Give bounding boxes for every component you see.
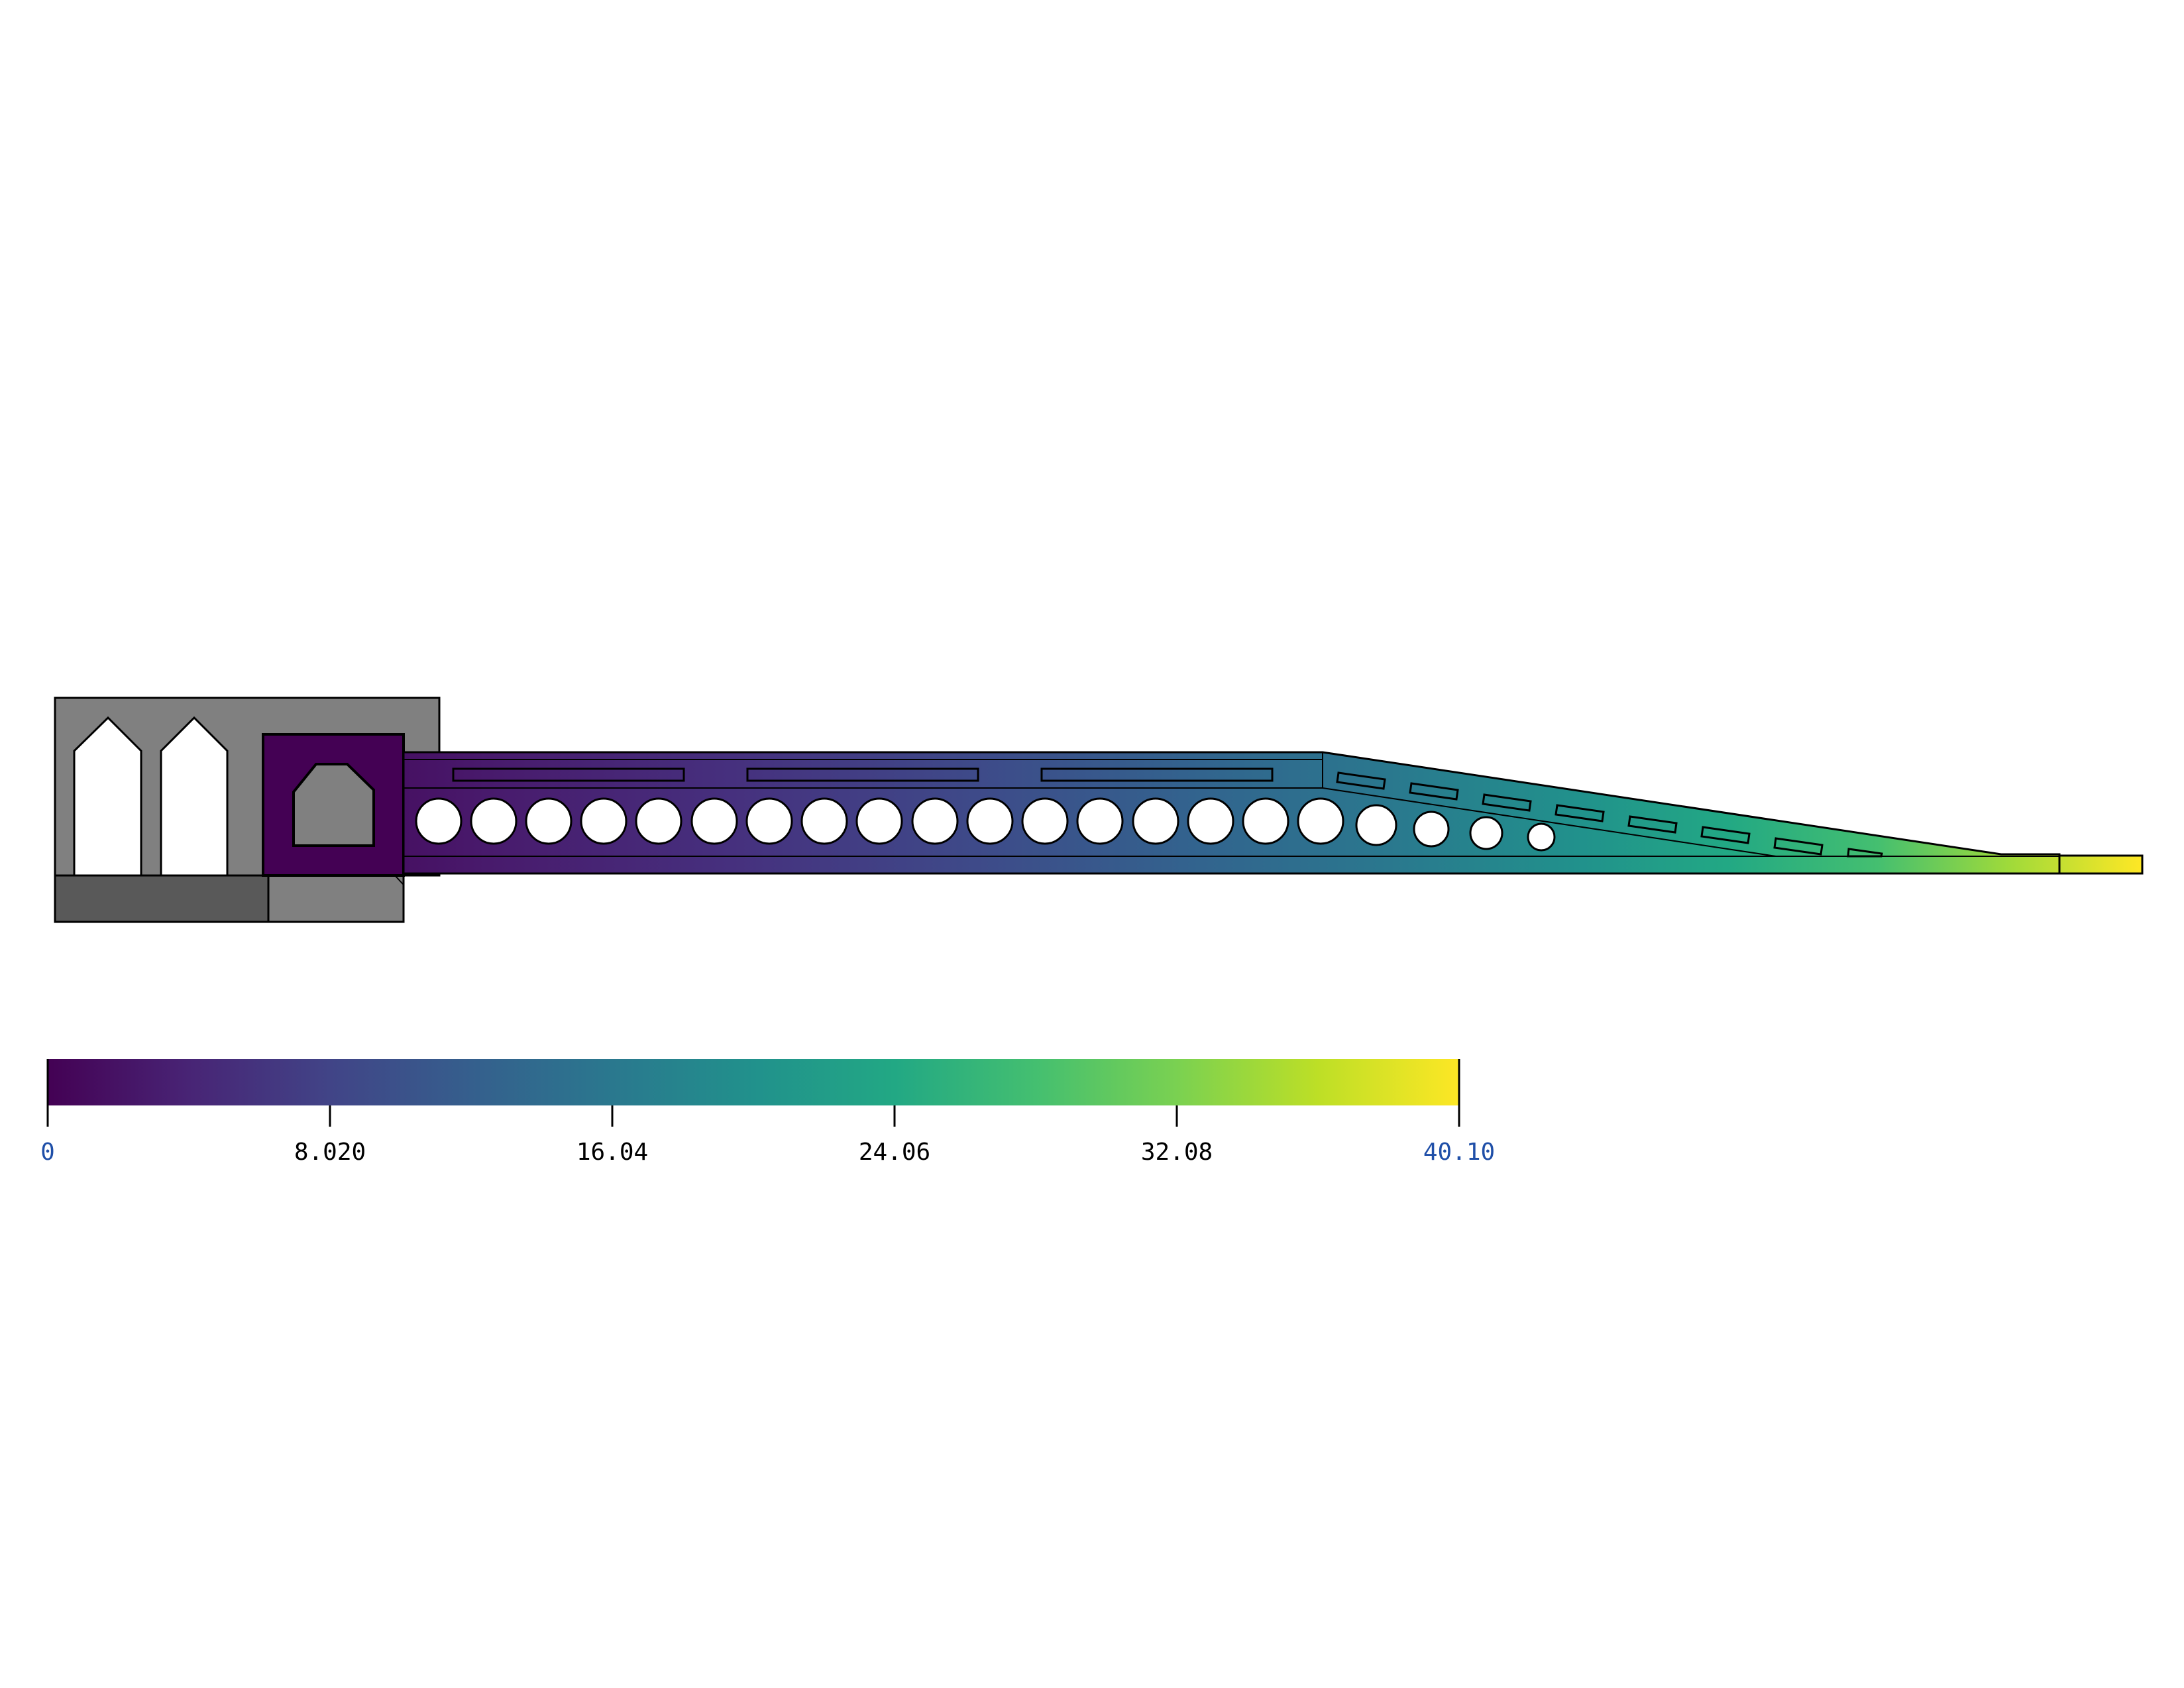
colorbar-ticks: 8.020 16.04 24.06 32.08	[294, 1105, 1213, 1166]
hole	[747, 799, 792, 844]
hole	[1133, 799, 1178, 844]
colorbar-tick-label: 32.08	[1141, 1139, 1213, 1166]
hole	[802, 799, 847, 844]
hole	[416, 799, 461, 844]
hole	[1414, 812, 1448, 846]
hole	[1470, 817, 1502, 849]
beam-tip	[2059, 856, 2142, 873]
support-base-dark	[55, 875, 268, 922]
hole	[692, 799, 737, 844]
hole	[636, 799, 681, 844]
hole	[1298, 799, 1343, 844]
colorbar-gradient	[48, 1059, 1459, 1105]
beam	[263, 734, 2142, 885]
support-cutout-right	[161, 718, 227, 875]
colorbar: 8.020 16.04 24.06 32.08 0 40.10	[40, 1059, 1495, 1166]
hole	[1528, 824, 1555, 850]
colorbar-min-label: 0	[40, 1139, 55, 1166]
colorbar-tick-label: 16.04	[576, 1139, 648, 1166]
hole	[471, 799, 516, 844]
hole	[1022, 799, 1067, 844]
hole	[1188, 799, 1233, 844]
hole	[857, 799, 902, 844]
hole	[526, 799, 571, 844]
hole	[581, 799, 626, 844]
support-base-light	[268, 875, 404, 922]
hole	[967, 799, 1012, 844]
hole	[1077, 799, 1122, 844]
colorbar-max-label: 40.10	[1423, 1139, 1495, 1166]
support-cutout-left	[74, 718, 141, 875]
hole	[912, 799, 957, 844]
colorbar-tick-label: 24.06	[859, 1139, 930, 1166]
hole	[1356, 805, 1396, 845]
hole	[1243, 799, 1288, 844]
colorbar-tick-label: 8.020	[294, 1139, 366, 1166]
